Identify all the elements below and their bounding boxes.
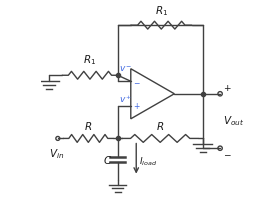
Text: $R_1$: $R_1$ <box>155 4 168 18</box>
Text: $V_{out}$: $V_{out}$ <box>223 114 245 128</box>
Text: $+$: $+$ <box>133 101 141 111</box>
Text: $v^-$: $v^-$ <box>119 65 133 74</box>
Text: $R$: $R$ <box>156 120 164 132</box>
Text: $I_{load}$: $I_{load}$ <box>139 156 157 168</box>
Text: $-$: $-$ <box>223 149 232 158</box>
Text: $V_{in}$: $V_{in}$ <box>49 147 64 161</box>
Text: $C$: $C$ <box>103 154 112 166</box>
Text: $R$: $R$ <box>84 120 92 132</box>
Text: $-$: $-$ <box>133 77 141 86</box>
Text: $+$: $+$ <box>223 83 232 93</box>
Text: $R_1$: $R_1$ <box>83 53 97 66</box>
Text: $v^+$: $v^+$ <box>119 93 132 105</box>
